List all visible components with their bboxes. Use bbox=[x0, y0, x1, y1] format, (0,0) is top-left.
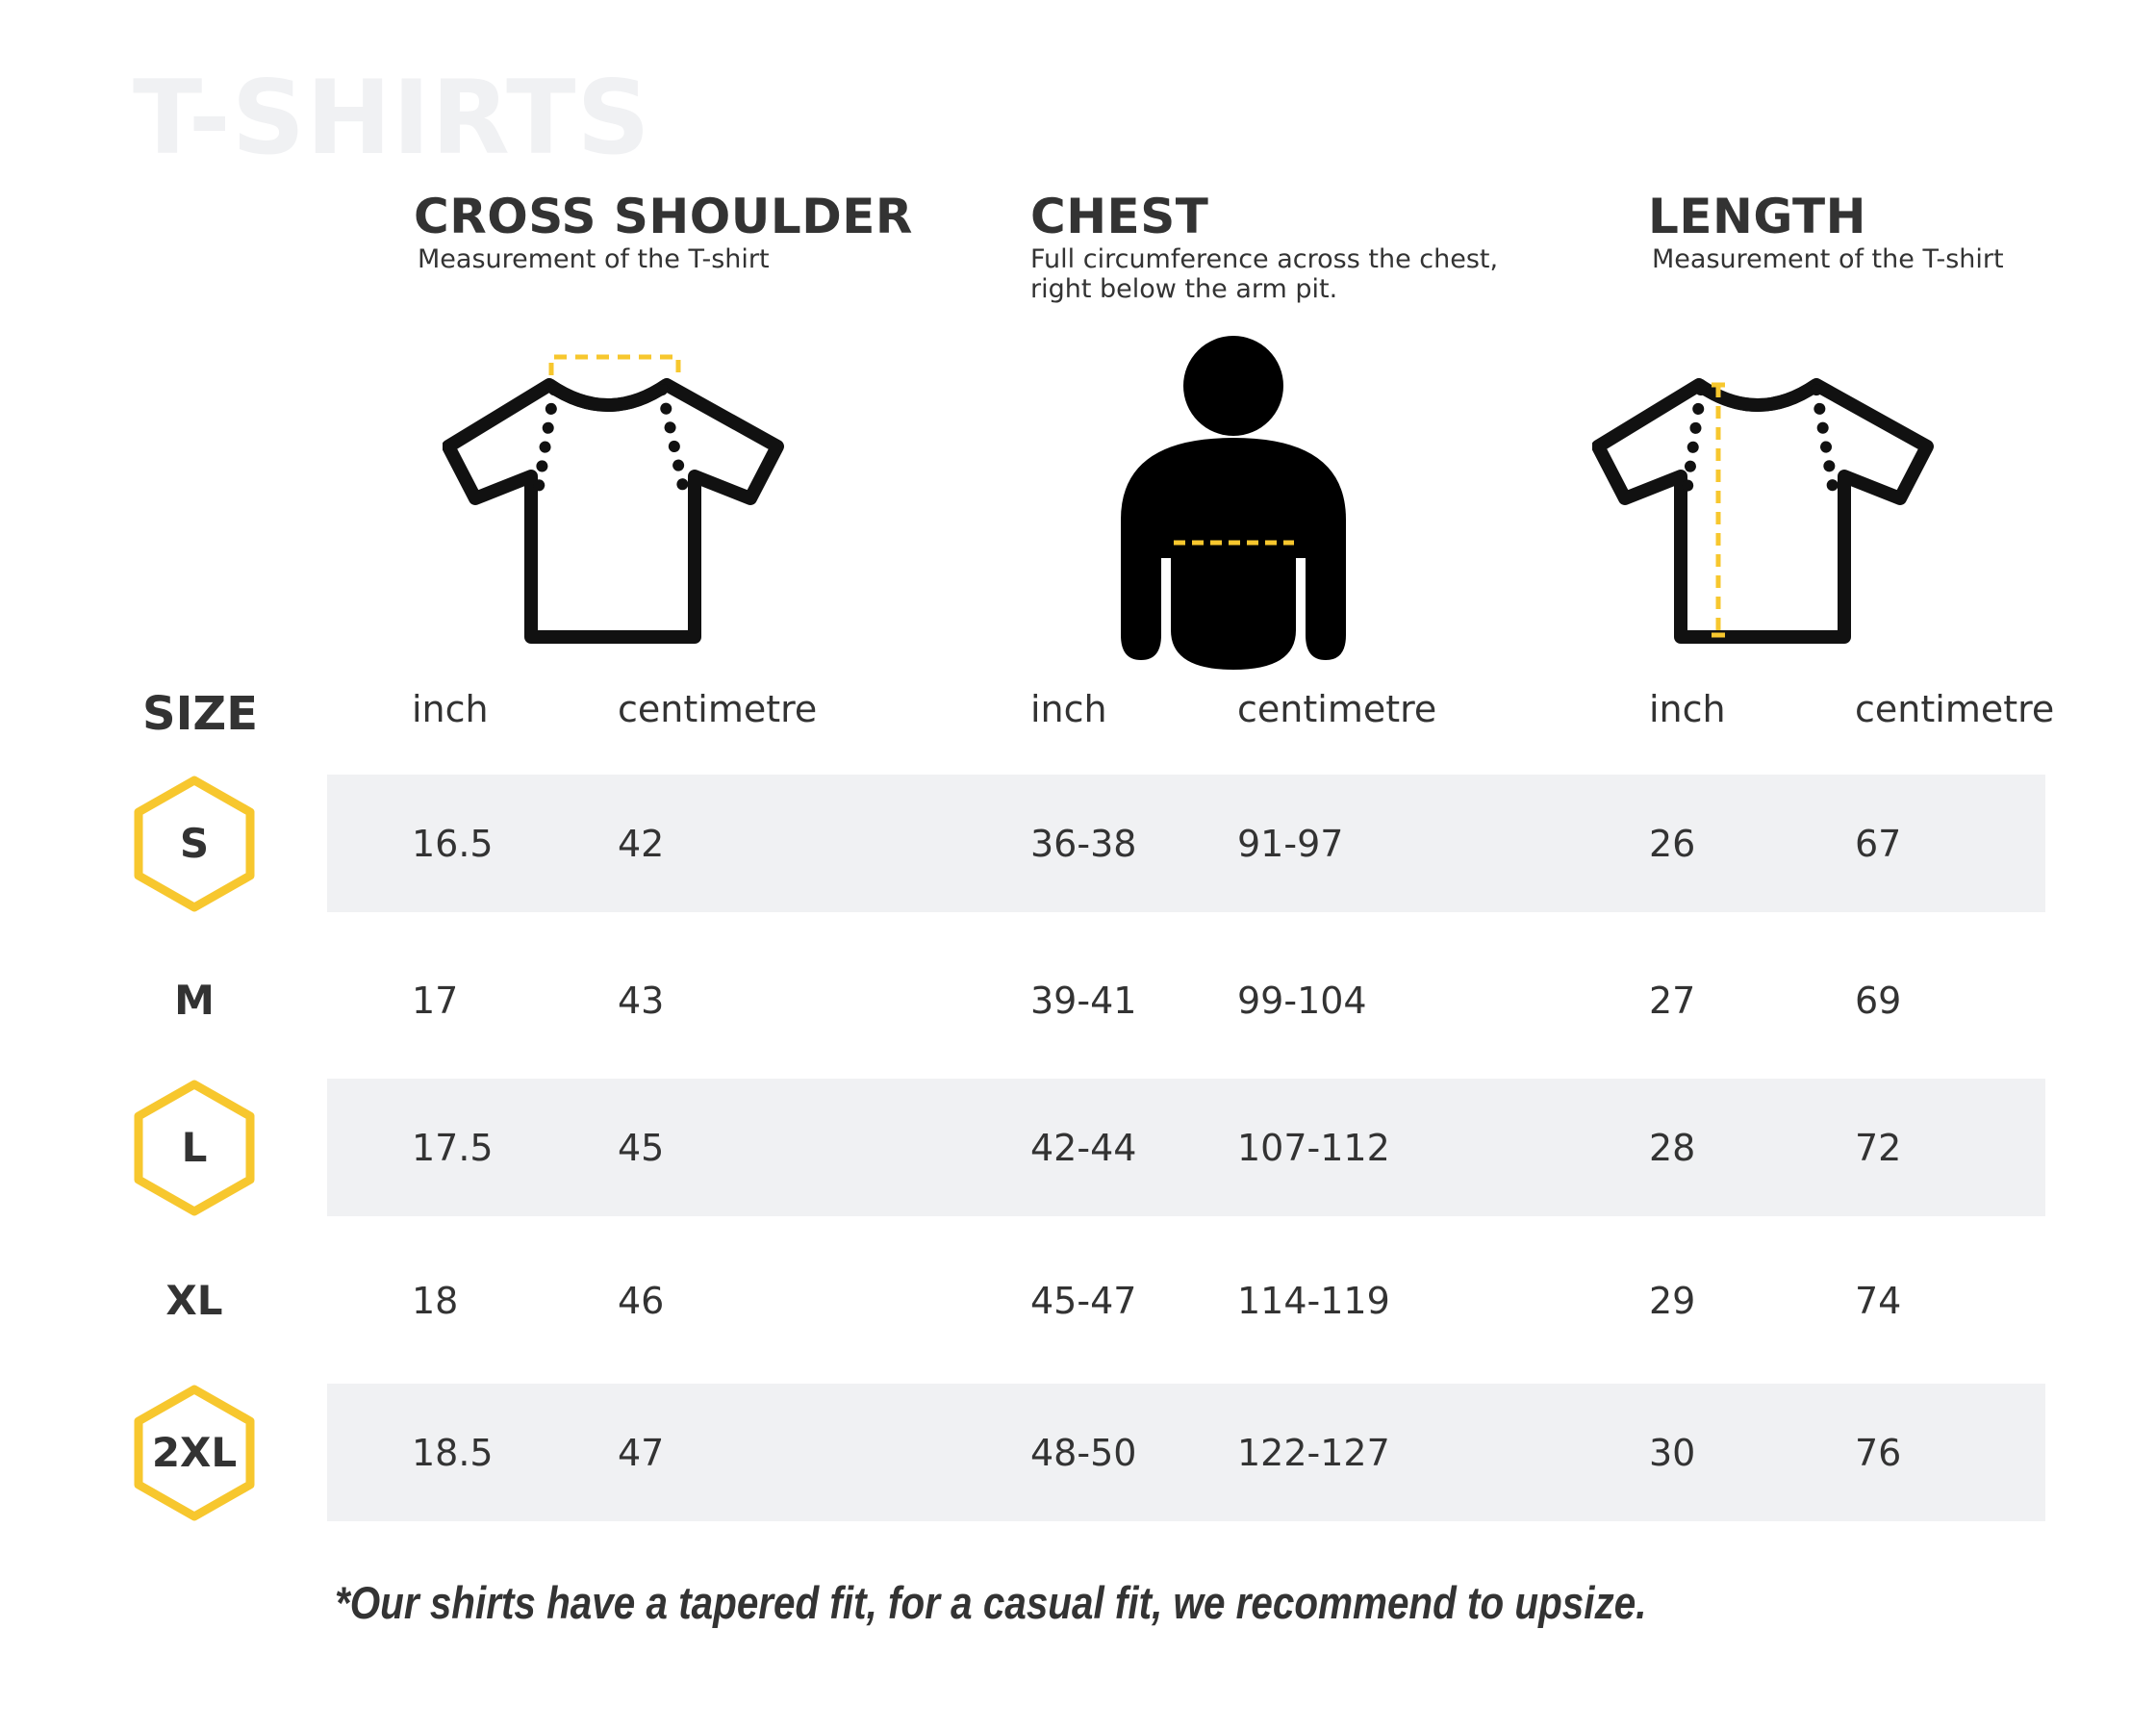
table-row: 2XL 18.5 47 48-50 122-127 30 76 bbox=[0, 1384, 2156, 1521]
table-cell: 17.5 bbox=[412, 1126, 494, 1169]
table-cell: 45-47 bbox=[1030, 1279, 1137, 1322]
table-row: S 16.5 42 36-38 91-97 26 67 bbox=[0, 775, 2156, 912]
size-badge: 2XL bbox=[132, 1384, 257, 1522]
table-cell: 30 bbox=[1649, 1431, 1696, 1474]
size-header: SIZE bbox=[142, 687, 259, 741]
table-row: M 17 43 39-41 99-104 27 69 bbox=[0, 931, 2156, 1069]
column-description: Measurement of the T-shirt bbox=[1652, 244, 2004, 274]
table-cell: 43 bbox=[618, 979, 665, 1022]
row-band bbox=[327, 1384, 2045, 1521]
table-cell: 17 bbox=[412, 979, 459, 1022]
page-title: T-SHIRTS bbox=[133, 59, 651, 177]
column-header-cross-shoulder: CROSS SHOULDER Measurement of the T-shir… bbox=[414, 192, 913, 274]
table-cell: 16.5 bbox=[412, 822, 494, 865]
table-cell: 76 bbox=[1855, 1431, 1902, 1474]
table-cell: 122-127 bbox=[1237, 1431, 1390, 1474]
table-cell: 72 bbox=[1855, 1126, 1902, 1169]
row-band bbox=[327, 1079, 2045, 1216]
column-heading: CHEST bbox=[1030, 189, 1209, 244]
column-header-length: LENGTH Measurement of the T-shirt bbox=[1648, 192, 2004, 274]
table-cell: 99-104 bbox=[1237, 979, 1367, 1022]
column-heading: LENGTH bbox=[1648, 189, 1866, 244]
table-cell: 46 bbox=[618, 1279, 665, 1322]
table-cell: 67 bbox=[1855, 822, 1902, 865]
table-cell: 45 bbox=[618, 1126, 665, 1169]
table-cell: 36-38 bbox=[1030, 822, 1137, 865]
table-cell: 74 bbox=[1855, 1279, 1902, 1322]
tshirt-shoulder-icon bbox=[443, 354, 784, 644]
hexagon-badge-icon bbox=[134, 1385, 255, 1520]
person-chest-icon bbox=[1121, 336, 1346, 670]
hexagon-badge-icon bbox=[134, 776, 255, 911]
unit-label: centimetre bbox=[618, 688, 818, 730]
table-cell: 47 bbox=[618, 1431, 665, 1474]
hexagon-badge-icon bbox=[134, 1080, 255, 1215]
size-badge: S bbox=[132, 775, 257, 913]
table-cell: 114-119 bbox=[1237, 1279, 1390, 1322]
column-heading: CROSS SHOULDER bbox=[414, 189, 913, 244]
size-label: S bbox=[179, 820, 210, 867]
table-cell: 42-44 bbox=[1030, 1126, 1137, 1169]
table-row: L 17.5 45 42-44 107-112 28 72 bbox=[0, 1079, 2156, 1216]
table-cell: 91-97 bbox=[1237, 822, 1344, 865]
unit-label: inch bbox=[1649, 688, 1726, 730]
table-row: XL 18 46 45-47 114-119 29 74 bbox=[0, 1232, 2156, 1369]
size-label: 2XL bbox=[151, 1429, 238, 1476]
size-badge: M bbox=[132, 931, 257, 1070]
table-cell: 18.5 bbox=[412, 1431, 494, 1474]
unit-label: centimetre bbox=[1237, 688, 1437, 730]
footnote: *Our shirts have a tapered fit, for a ca… bbox=[335, 1577, 1647, 1628]
size-label: M bbox=[174, 977, 215, 1024]
size-badge: L bbox=[132, 1079, 257, 1217]
size-label: XL bbox=[165, 1277, 223, 1324]
unit-label: inch bbox=[412, 688, 489, 730]
table-cell: 28 bbox=[1649, 1126, 1696, 1169]
table-cell: 39-41 bbox=[1030, 979, 1137, 1022]
tshirt-length-icon bbox=[1592, 378, 1934, 644]
column-description: Full circumference across the chest, rig… bbox=[1030, 244, 1499, 304]
column-header-chest: CHEST Full circumference across the ches… bbox=[1030, 192, 1498, 304]
size-label: L bbox=[181, 1124, 208, 1171]
column-description: Measurement of the T-shirt bbox=[418, 244, 770, 274]
table-cell: 107-112 bbox=[1237, 1126, 1390, 1169]
table-cell: 29 bbox=[1649, 1279, 1696, 1322]
size-badge: XL bbox=[132, 1232, 257, 1370]
unit-label: inch bbox=[1030, 688, 1107, 730]
table-cell: 18 bbox=[412, 1279, 459, 1322]
table-cell: 42 bbox=[618, 822, 665, 865]
table-cell: 48-50 bbox=[1030, 1431, 1137, 1474]
table-cell: 27 bbox=[1649, 979, 1696, 1022]
unit-label: centimetre bbox=[1855, 688, 2055, 730]
table-cell: 26 bbox=[1649, 822, 1696, 865]
table-cell: 69 bbox=[1855, 979, 1902, 1022]
row-band bbox=[327, 775, 2045, 912]
